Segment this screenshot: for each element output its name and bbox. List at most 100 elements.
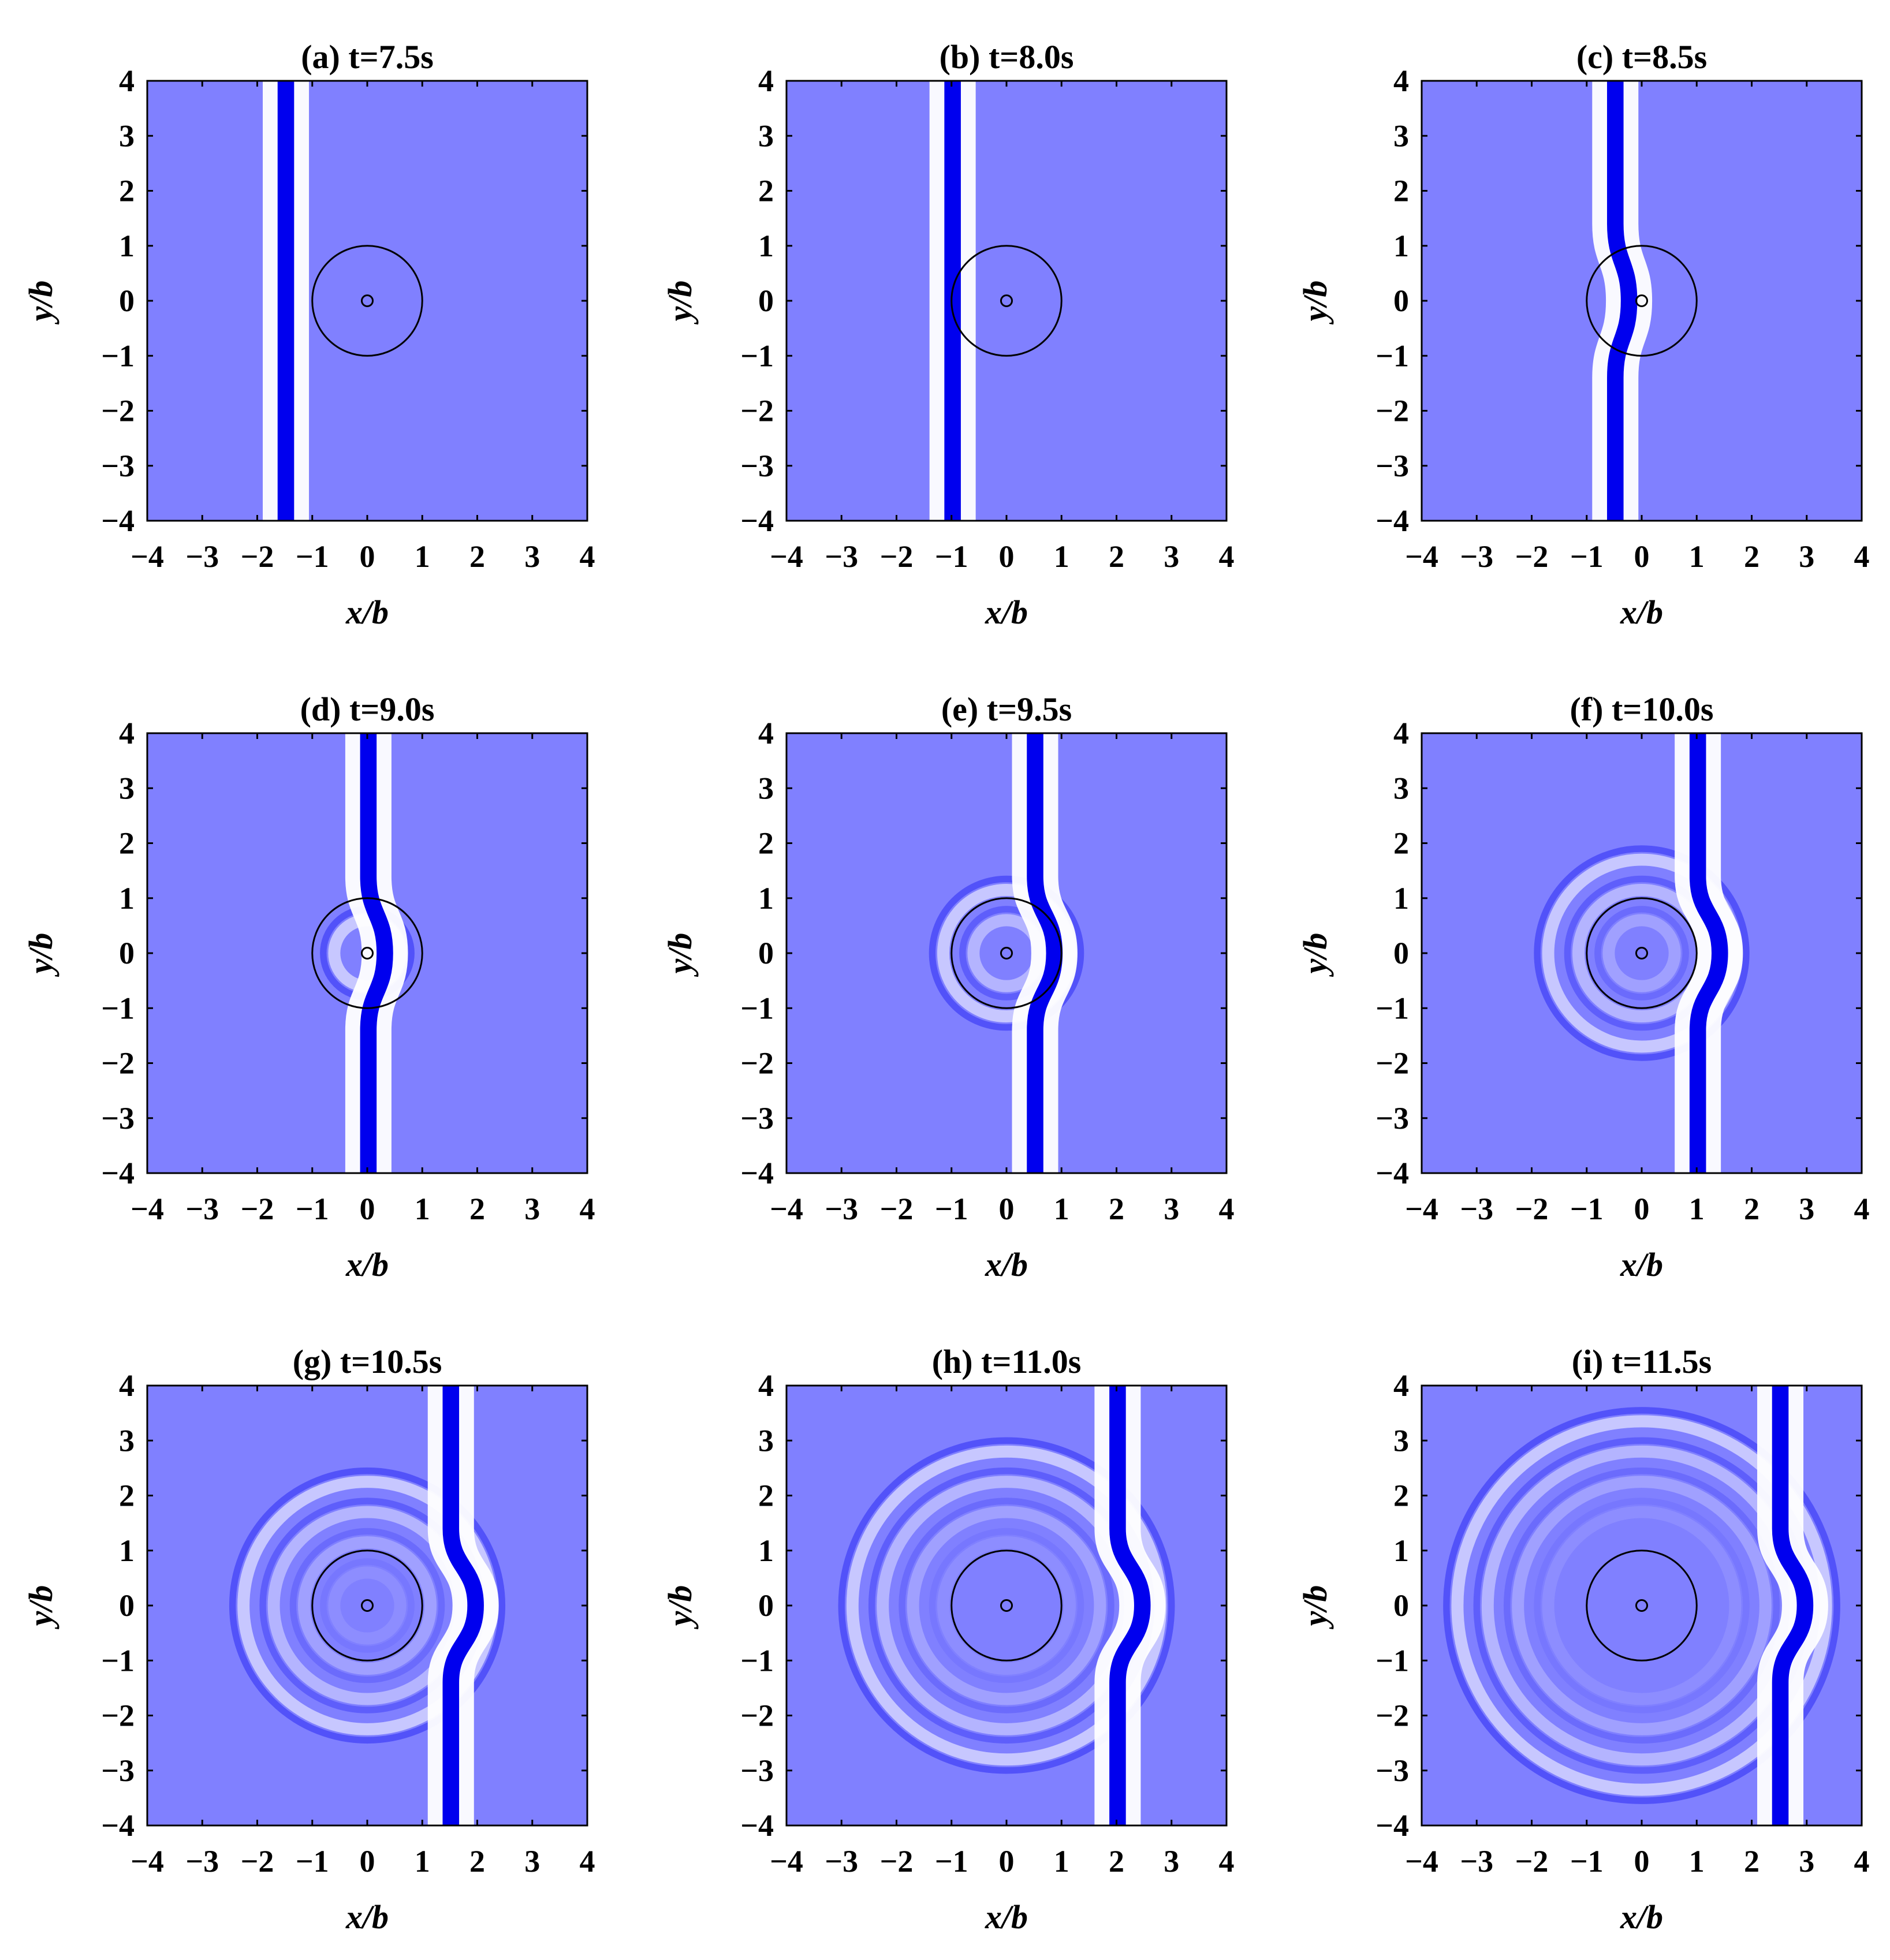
y-tick-label: −2	[1375, 394, 1409, 428]
y-tick-label: 4	[1393, 1368, 1409, 1403]
center-marker-circle	[360, 1599, 374, 1612]
y-tick-label: −4	[1375, 1156, 1409, 1190]
x-tick-label: 1	[415, 1844, 430, 1879]
y-tick-label: −1	[101, 991, 135, 1025]
y-tick-label: −2	[740, 394, 774, 428]
y-tick-label: −4	[101, 503, 135, 538]
cylinder-circle	[311, 245, 423, 357]
x-tick-label: −3	[1460, 539, 1493, 574]
x-tick-label: 4	[580, 1844, 595, 1879]
y-tick-label: −1	[1375, 991, 1409, 1025]
x-tick-label: 4	[1854, 1844, 1870, 1879]
y-tick-label: −4	[1375, 503, 1409, 538]
x-tick-label: −3	[1460, 1844, 1493, 1879]
x-tick-label: 3	[1164, 1192, 1179, 1226]
panel-e: (e) t=9.5s 4 3 2 1 0 −1 −2 −3 −4−4 −3 −2 −1 0 1 2 3 4 x/b y…	[661, 690, 1235, 1283]
wave-trough-left	[1012, 733, 1047, 1173]
ripple-crest	[1534, 845, 1750, 1061]
x-tick-label: 2	[469, 1192, 485, 1226]
x-tick-label: 1	[1689, 1192, 1705, 1226]
x-tick-label: −1	[1570, 1844, 1604, 1879]
wave-field	[1422, 1386, 1862, 1825]
y-tick-label: 1	[1393, 881, 1409, 916]
x-tick-label: −2	[241, 539, 274, 574]
field-background	[147, 1386, 587, 1825]
x-tick-label: 4	[1219, 539, 1235, 574]
wave-field	[786, 1386, 1227, 1825]
panel-c: (c) t=8.5s 4 3 2 1 0 −1 −2 −3 −4−4 −3 −2 −1 0 1 2 3 4 x/b y…	[1296, 38, 1870, 631]
y-tick-label: 3	[1393, 118, 1409, 153]
wave-field	[1422, 733, 1862, 1173]
x-tick-label: −1	[1570, 1192, 1604, 1226]
x-tick-label: −4	[1405, 1192, 1438, 1226]
y-tick-label: −4	[740, 503, 774, 538]
x-tick-label: 4	[1854, 1192, 1870, 1226]
y-axis-label: y/b	[661, 1585, 699, 1630]
y-tick-label: 1	[119, 1533, 135, 1568]
y-tick-label: −4	[740, 1156, 774, 1190]
x-tick-label: 0	[360, 1192, 375, 1226]
wave-crest	[1689, 733, 1728, 1173]
y-axis-label: y/b	[661, 933, 699, 977]
x-tick-label: 4	[580, 1192, 595, 1226]
panel-title: (e) t=9.5s	[941, 690, 1072, 728]
y-tick-label: 0	[1393, 936, 1409, 970]
ripple-crest	[1534, 1498, 1750, 1713]
y-tick-label: −2	[740, 1698, 774, 1733]
x-axis-label: x/b	[345, 1898, 389, 1936]
y-tick-label: −3	[1375, 1101, 1409, 1136]
y-tick-label: 4	[119, 64, 135, 98]
cylinder-circle	[950, 245, 1063, 357]
wave-crest	[1027, 733, 1063, 1173]
x-tick-label: −1	[296, 539, 329, 574]
x-tick-label: −3	[185, 1844, 219, 1879]
wave-crest	[360, 733, 393, 1173]
y-tick-label: 2	[119, 1479, 135, 1513]
x-axis-label: x/b	[345, 1246, 389, 1283]
y-tick-label: −2	[101, 1698, 135, 1733]
y-tick-label: −2	[101, 1046, 135, 1081]
y-tick-label: −2	[1375, 1046, 1409, 1081]
wave-crest	[442, 1386, 484, 1825]
y-tick-label: 4	[758, 1368, 774, 1403]
y-tick-label: −3	[101, 1753, 135, 1788]
x-axis-label: x/b	[1620, 1898, 1663, 1936]
ripple-trough	[328, 1566, 407, 1645]
field-background	[786, 733, 1227, 1173]
ripple-crest	[1594, 906, 1689, 1000]
panel-title: (h) t=11.0s	[932, 1343, 1082, 1380]
y-axis-label: y/b	[22, 281, 59, 325]
x-tick-label: −1	[1570, 539, 1604, 574]
x-tick-label: 2	[1109, 1844, 1124, 1879]
y-tick-label: 2	[1393, 1479, 1409, 1513]
panel-d: (d) t=9.0s 4 3 2 1 0 −1 −2 −3 −4−4 −3 −2 −1 0 1 2 3 4 x/b y…	[22, 690, 595, 1283]
wave-trough-right	[376, 733, 408, 1173]
y-axis-label: y/b	[1296, 281, 1334, 325]
x-tick-label: −3	[1460, 1192, 1493, 1226]
x-tick-label: 1	[1054, 1192, 1069, 1226]
y-tick-label: −3	[101, 449, 135, 483]
cylinder-circle	[1586, 897, 1698, 1009]
y-tick-label: 1	[1393, 229, 1409, 263]
cylinder-circle	[950, 1550, 1063, 1662]
center-marker-circle	[1635, 1599, 1649, 1612]
y-tick-label: 3	[119, 118, 135, 153]
y-tick-label: 0	[1393, 1588, 1409, 1623]
panel-title: (a) t=7.5s	[301, 38, 434, 76]
ripple-crest	[1503, 1467, 1780, 1744]
wave-crest	[1606, 81, 1638, 521]
cylinder-circle	[311, 897, 423, 1009]
x-axis-label: x/b	[985, 1898, 1028, 1936]
y-tick-label: 2	[119, 826, 135, 861]
y-tick-label: −3	[1375, 449, 1409, 483]
x-tick-label: 3	[1799, 1192, 1814, 1226]
x-tick-label: 0	[999, 1844, 1015, 1879]
center-marker-circle	[1635, 294, 1649, 308]
y-tick-label: −3	[101, 1101, 135, 1136]
y-tick-label: 0	[758, 936, 774, 970]
center-marker-circle	[360, 294, 374, 308]
y-tick-label: −3	[740, 1101, 774, 1136]
x-tick-label: −1	[935, 539, 968, 574]
y-tick-label: −1	[101, 338, 135, 373]
y-tick-label: −4	[101, 1156, 135, 1190]
